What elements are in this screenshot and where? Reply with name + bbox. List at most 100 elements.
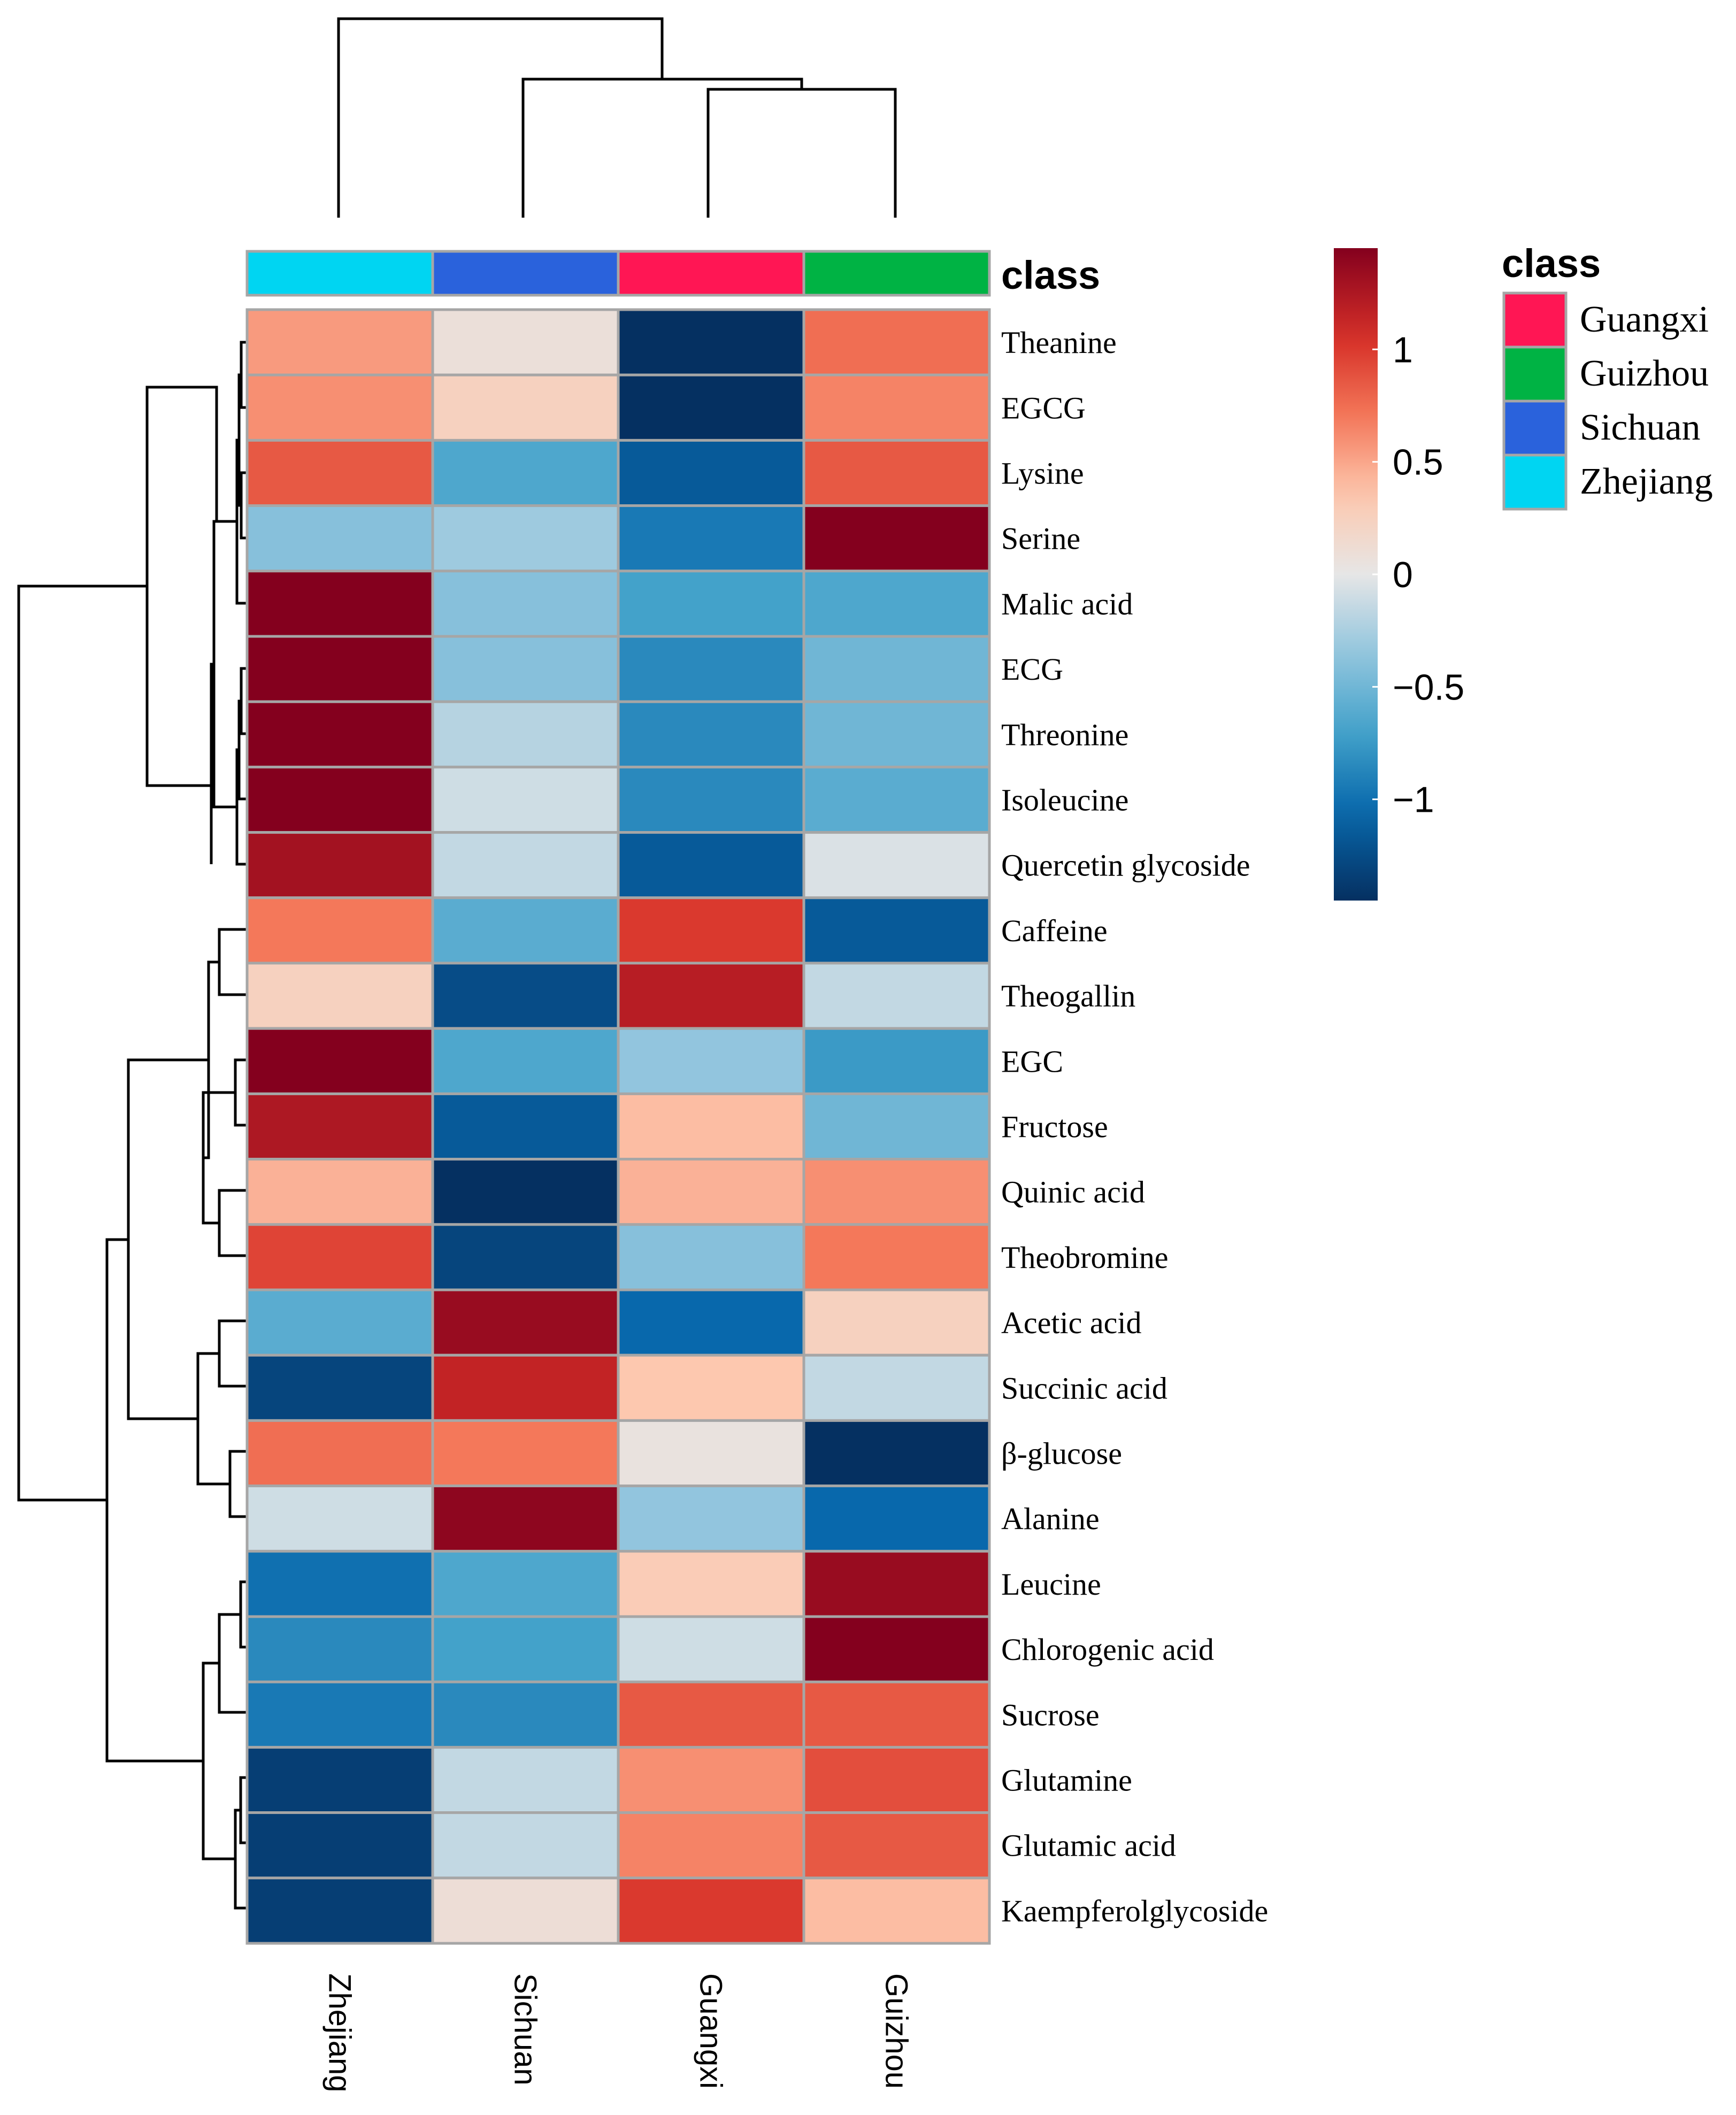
heatmap-cell [431,1680,620,1749]
row-label: Caffeine [1001,913,1108,948]
heatmap-cell [802,504,991,573]
heatmap-cell [245,439,434,507]
heatmap-cell [802,439,991,507]
heatmap-cell [431,1615,620,1683]
row-label: Theogallin [1001,979,1135,1013]
legend-label: Guizhou [1580,353,1709,394]
colorbar-tick-label: 1 [1393,329,1413,370]
row-label: Sucrose [1001,1697,1100,1732]
row-label: Malic acid [1001,587,1133,621]
heatmap-cell [617,570,805,638]
heatmap-cell [431,1485,620,1553]
heatmap-cell [802,1876,991,1945]
heatmap-cell [617,1158,805,1226]
heatmap-cell [802,765,991,834]
row-label: Quercetin glycoside [1001,848,1250,883]
legend-label: Zhejiang [1580,461,1713,502]
column-labels: Zhejiang Sichuan Guangxi Guizhou [322,1973,914,2092]
heatmap-cell [802,1223,991,1291]
heatmap-cell [431,373,620,442]
heatmap-cell [802,1745,991,1814]
heatmap-cell [431,1876,620,1945]
heatmap-cell [617,831,805,899]
heatmap-cell [617,1876,805,1945]
heatmap-cell [617,1811,805,1880]
heatmap-cell [245,1876,434,1945]
heatmap-cell [617,635,805,703]
heatmap-cell [245,373,434,442]
heatmap-cell [802,1550,991,1618]
colorbar-tick-label: −0.5 [1393,667,1464,707]
heatmap-cell [431,1223,620,1291]
colorbar-ticks: 1 0.5 0 −0.5 −1 [1372,329,1464,820]
class-annotation-cell [245,250,434,297]
column-label: Sichuan [508,1973,543,2086]
heatmap-cell [245,1419,434,1488]
heatmap-cell [245,1550,434,1618]
class-annotation-label: class [1001,253,1100,297]
heatmap-cell [245,1680,434,1749]
legend-label: Sichuan [1580,407,1701,448]
heatmap-cell [431,831,620,899]
row-label: β-glucose [1001,1436,1122,1471]
heatmap-cell [245,831,434,899]
heatmap-cell [617,1223,805,1291]
class-legend: Guangxi Guizhou Sichuan Zhejiang [1502,291,1713,511]
heatmap-cell [245,635,434,703]
heatmap-cell [802,1419,991,1488]
row-label: Threonine [1001,717,1128,752]
heatmap-cell [802,1680,991,1749]
heatmap-cell [802,831,991,899]
heatmap-cell [431,308,620,376]
heatmap-cell [245,896,434,965]
heatmap-cell [431,439,620,507]
heatmap-cell [431,635,620,703]
heatmap-cell [431,1745,620,1814]
row-label: Kaempferolglycoside [1001,1894,1268,1928]
heatmap-cell [617,765,805,834]
heatmap-cell [431,896,620,965]
heatmap-cell [802,1811,991,1880]
heatmap-cell [617,1092,805,1161]
heatmap-cell [617,1680,805,1749]
class-annotation-cell [431,250,620,297]
row-label: Serine [1001,521,1080,556]
heatmap-cell [431,1353,620,1422]
heatmap-cell [431,1419,620,1488]
heatmap-cell [617,962,805,1030]
heatmap-cell [802,1615,991,1683]
heatmap-cell [802,1092,991,1161]
heatmap-cell [617,896,805,965]
row-label: ECG [1001,652,1063,687]
class-annotation-cell [802,250,991,297]
heatmap-cell [617,1353,805,1422]
heatmap-cell [431,1811,620,1880]
legend-swatch [1502,453,1568,511]
heatmap-cell [617,1288,805,1357]
heatmap-cell [245,1092,434,1161]
heatmap-cell [617,1745,805,1814]
legend-swatch [1502,399,1568,457]
legend-swatch [1502,345,1568,403]
heatmap-cell [617,700,805,768]
heatmap-cell [245,1485,434,1553]
heatmap-cell [245,1027,434,1095]
heatmap-cell [245,1288,434,1357]
row-label: Fructose [1001,1110,1108,1144]
class-annotation-bar [245,250,991,297]
legend-label: Guangxi [1580,299,1709,340]
heatmap-cell [802,1485,991,1553]
legend-swatch [1502,291,1568,349]
heatmap-cell [431,1288,620,1357]
row-label: Isoleucine [1001,783,1128,818]
heatmap-cell [245,765,434,834]
class-legend-title: class [1502,241,1601,286]
row-label: Theanine [1001,325,1117,360]
heatmap-cell [617,1027,805,1095]
heatmap-cell [431,1092,620,1161]
column-label: Guangxi [694,1973,728,2089]
heatmap-cell [802,1353,991,1422]
heatmap-cell [802,1027,991,1095]
row-label: Succinic acid [1001,1371,1167,1405]
